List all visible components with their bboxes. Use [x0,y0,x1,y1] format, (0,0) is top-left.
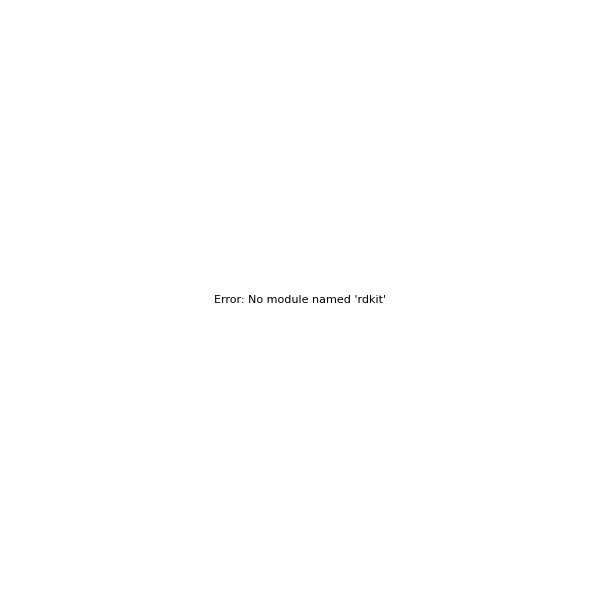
Text: Error: No module named 'rdkit': Error: No module named 'rdkit' [214,295,386,305]
